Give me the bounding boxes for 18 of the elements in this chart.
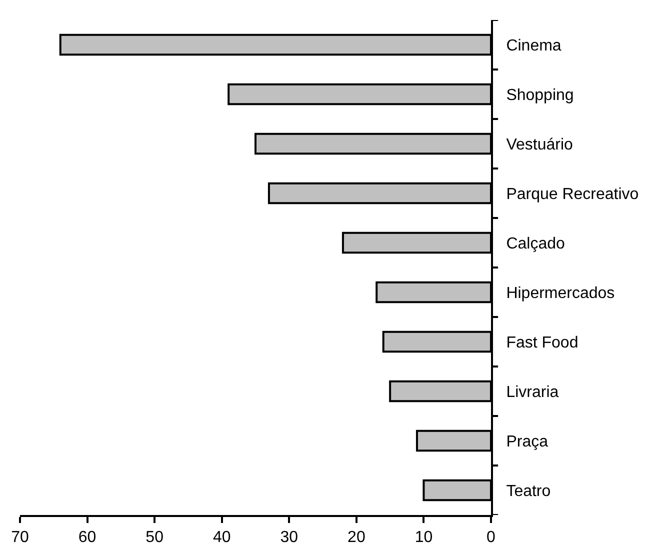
y-tick-label: Fast Food [506, 334, 578, 352]
y-tick-label: Teatro [506, 482, 551, 500]
x-tick-label: 20 [348, 529, 366, 546]
x-tick-label: 50 [146, 529, 164, 546]
x-tick-label: 10 [414, 529, 433, 546]
x-tick-label: 70 [11, 529, 29, 546]
y-tick-label: Praça [506, 433, 548, 450]
y-tick-label: Calçado [506, 235, 566, 252]
y-tick-label: Cinema [506, 37, 562, 54]
y-tick-label: Livraria [506, 384, 559, 401]
x-tick-label: 40 [212, 529, 231, 546]
x-tick-label: 30 [280, 529, 298, 546]
y-tick-label: Hipermercados [506, 284, 615, 302]
x-tick-label: 60 [78, 529, 96, 546]
x-tick-label: 0 [486, 529, 496, 546]
y-tick-label: Vestuário [506, 136, 574, 154]
y-tick-label: Shopping [506, 86, 574, 104]
y-tick-label: Parque Recreativo [506, 186, 639, 203]
